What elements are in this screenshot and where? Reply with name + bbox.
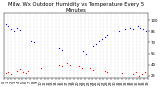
Point	[13, 31, 15, 32]
Point	[103, 70, 106, 71]
Point	[69, 64, 71, 65]
Point	[135, 71, 137, 73]
Point	[4, 23, 7, 25]
Point	[141, 74, 143, 75]
Point	[10, 28, 12, 30]
Point	[16, 27, 18, 28]
Point	[136, 25, 139, 27]
Point	[142, 28, 145, 30]
Point	[145, 31, 148, 32]
Point	[120, 73, 123, 74]
Point	[106, 34, 109, 36]
Point	[82, 51, 84, 52]
Point	[57, 64, 60, 65]
Point	[138, 75, 140, 76]
Point	[100, 38, 103, 39]
Title: Milw. Wx Outdoor Humidity vs Temperature Every 5 Minutes: Milw. Wx Outdoor Humidity vs Temperature…	[8, 2, 144, 13]
Point	[132, 74, 135, 75]
Point	[30, 40, 33, 42]
Point	[95, 43, 97, 45]
Point	[16, 70, 18, 71]
Point	[129, 27, 132, 28]
Point	[66, 62, 68, 64]
Point	[10, 74, 12, 75]
Point	[139, 27, 142, 28]
Point	[40, 67, 43, 68]
Point	[7, 71, 10, 73]
Point	[19, 68, 21, 70]
Point	[92, 45, 94, 47]
Point	[118, 31, 120, 32]
Point	[4, 73, 7, 74]
Point	[85, 53, 87, 54]
Point	[19, 29, 21, 31]
Point	[92, 69, 94, 70]
Point	[77, 65, 80, 67]
Point	[106, 71, 109, 73]
Point	[27, 70, 30, 71]
Point	[89, 68, 92, 69]
Point	[7, 25, 10, 27]
Point	[98, 40, 100, 42]
Point	[33, 42, 36, 43]
Point	[57, 48, 60, 49]
Point	[21, 71, 24, 73]
Point	[144, 71, 146, 73]
Point	[80, 67, 83, 68]
Point	[24, 73, 27, 74]
Point	[60, 65, 63, 67]
Point	[132, 28, 135, 30]
Point	[123, 28, 126, 30]
Point	[60, 49, 63, 51]
Point	[103, 36, 106, 37]
